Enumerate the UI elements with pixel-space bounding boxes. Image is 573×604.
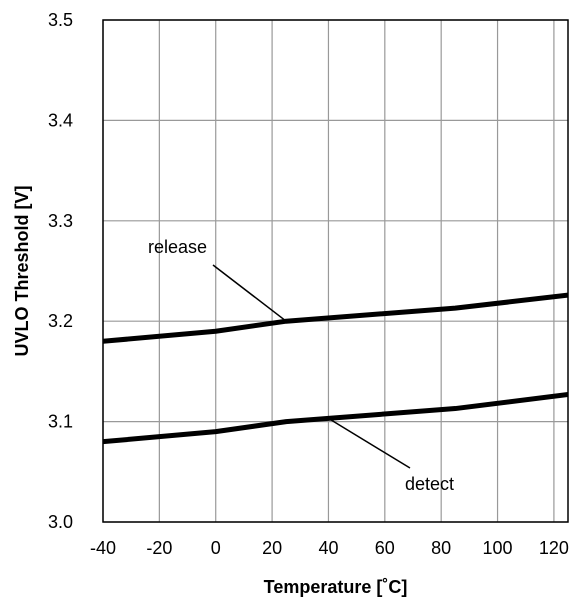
x-tick-label: -20 <box>146 538 172 558</box>
y-tick-label: 3.4 <box>48 110 73 130</box>
x-tick-label: 120 <box>539 538 569 558</box>
annotation-detect: detect <box>405 474 454 494</box>
y-tick-label: 3.3 <box>48 211 73 231</box>
annotation-leader-detect <box>328 417 411 469</box>
series-line-release <box>103 292 568 344</box>
x-axis-title: Temperature [˚C] <box>264 577 408 597</box>
x-tick-label: 0 <box>211 538 221 558</box>
annotation-leader-release <box>212 264 287 322</box>
grid-lines <box>102 19 568 523</box>
y-tick-label: 3.5 <box>48 10 73 30</box>
x-tick-label: -40 <box>90 538 116 558</box>
x-tick-label: 100 <box>483 538 513 558</box>
y-axis-title: UVLO Threshold [V] <box>12 186 32 357</box>
y-tick-label: 3.2 <box>48 311 73 331</box>
y-tick-label: 3.1 <box>48 412 73 432</box>
annotation-release: release <box>148 237 207 257</box>
x-axis-ticks: -40 -20 0 20 40 60 80 100 120 <box>90 538 569 558</box>
plot-frame <box>102 19 569 523</box>
x-tick-label: 60 <box>375 538 395 558</box>
annotations: release detect <box>148 237 454 494</box>
x-tick-label: 40 <box>318 538 338 558</box>
x-tick-label: 20 <box>262 538 282 558</box>
y-tick-label: 3.0 <box>48 512 73 532</box>
x-tick-label: 80 <box>431 538 451 558</box>
series-lines <box>103 292 568 445</box>
series-line-detect <box>103 392 568 445</box>
y-axis-ticks: 3.0 3.1 3.2 3.3 3.4 3.5 <box>48 10 73 532</box>
